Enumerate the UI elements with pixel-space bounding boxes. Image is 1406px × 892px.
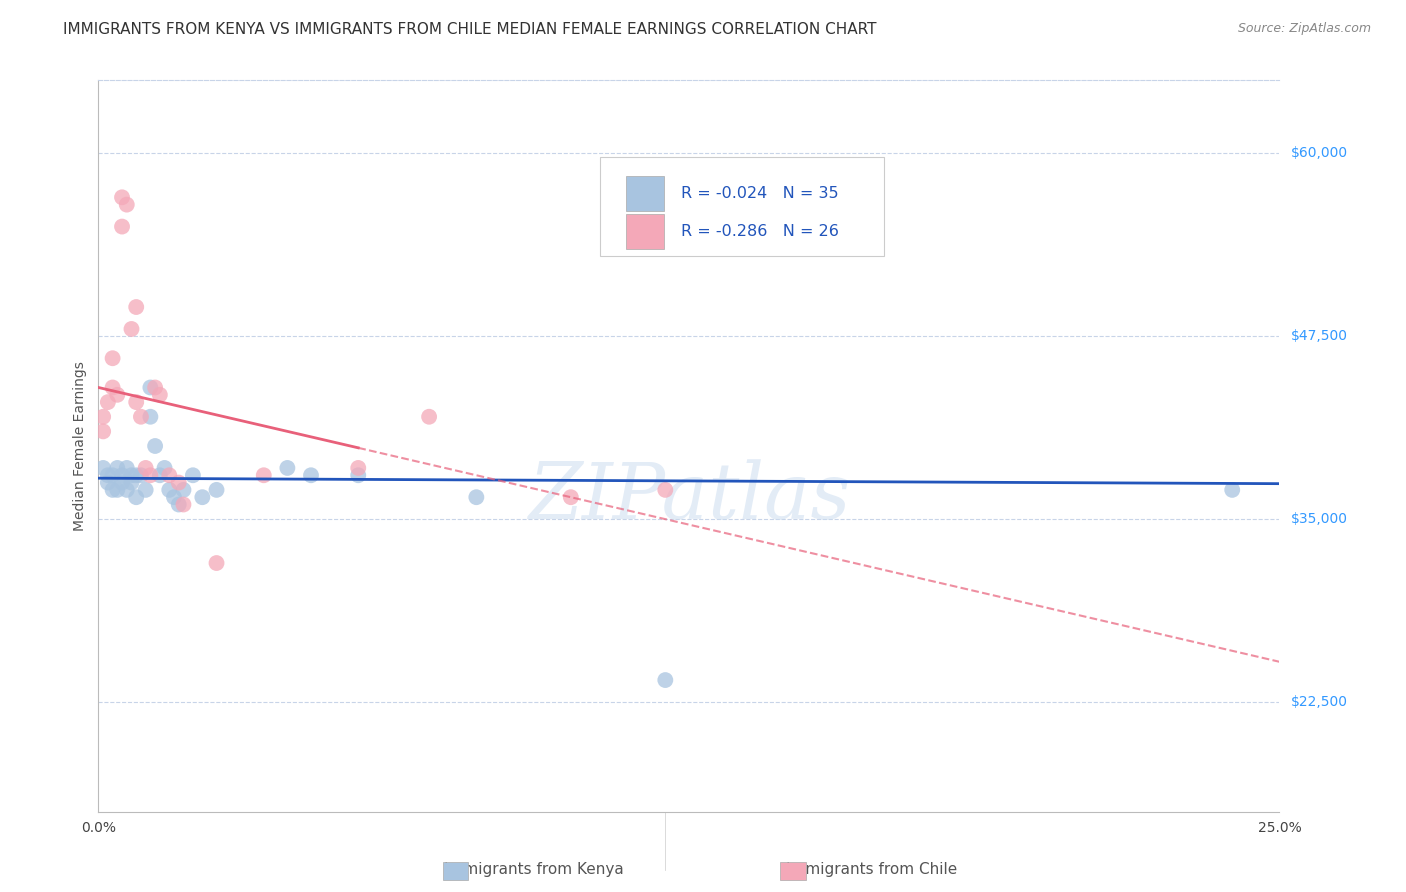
Text: ZIPatlas: ZIPatlas xyxy=(527,459,851,535)
Point xyxy=(167,498,190,512)
Point xyxy=(101,351,124,366)
Point xyxy=(181,468,204,483)
Point xyxy=(560,490,582,504)
Point xyxy=(347,468,370,483)
Point xyxy=(418,409,440,424)
Point xyxy=(347,461,370,475)
Point xyxy=(163,490,186,504)
Point xyxy=(121,322,143,336)
Point xyxy=(135,461,157,475)
Point xyxy=(172,483,194,497)
Point xyxy=(143,380,166,394)
Point xyxy=(125,490,148,504)
Text: Immigrants from Chile: Immigrants from Chile xyxy=(786,863,957,877)
Point xyxy=(149,388,172,402)
Point xyxy=(157,483,180,497)
Text: R = -0.024   N = 35: R = -0.024 N = 35 xyxy=(681,186,838,202)
Point xyxy=(125,395,148,409)
Point xyxy=(299,468,322,483)
Text: $60,000: $60,000 xyxy=(1291,146,1348,161)
Text: Source: ZipAtlas.com: Source: ZipAtlas.com xyxy=(1237,22,1371,36)
Point xyxy=(153,461,176,475)
Point xyxy=(91,461,114,475)
Point xyxy=(111,190,134,204)
Point xyxy=(101,380,124,394)
Point xyxy=(205,556,228,570)
Point xyxy=(111,475,134,490)
Text: $35,000: $35,000 xyxy=(1291,512,1347,526)
Point xyxy=(115,197,138,211)
Text: $47,500: $47,500 xyxy=(1291,329,1347,343)
Point xyxy=(97,468,120,483)
Point xyxy=(129,468,152,483)
Point xyxy=(143,439,166,453)
Point xyxy=(139,409,162,424)
Point xyxy=(101,468,124,483)
Point xyxy=(115,461,138,475)
Point xyxy=(97,475,120,490)
Point xyxy=(121,468,143,483)
Point xyxy=(172,498,194,512)
Point xyxy=(105,483,128,497)
Point xyxy=(149,468,172,483)
Point xyxy=(1220,483,1243,497)
Point xyxy=(654,483,676,497)
Point xyxy=(91,425,114,439)
Point xyxy=(111,219,134,234)
Point xyxy=(157,468,180,483)
Point xyxy=(97,395,120,409)
Text: IMMIGRANTS FROM KENYA VS IMMIGRANTS FROM CHILE MEDIAN FEMALE EARNINGS CORRELATIO: IMMIGRANTS FROM KENYA VS IMMIGRANTS FROM… xyxy=(63,22,877,37)
Point xyxy=(91,409,114,424)
Text: Immigrants from Kenya: Immigrants from Kenya xyxy=(444,863,624,877)
Point xyxy=(105,461,128,475)
Point xyxy=(139,468,162,483)
FancyBboxPatch shape xyxy=(626,214,664,249)
Point xyxy=(654,673,676,687)
Point xyxy=(139,380,162,394)
Point xyxy=(135,483,157,497)
FancyBboxPatch shape xyxy=(600,157,884,256)
Point xyxy=(191,490,214,504)
FancyBboxPatch shape xyxy=(626,177,664,211)
Point xyxy=(111,468,134,483)
Text: $22,500: $22,500 xyxy=(1291,695,1347,709)
Point xyxy=(101,483,124,497)
Point xyxy=(253,468,276,483)
Point xyxy=(105,388,128,402)
Point xyxy=(465,490,488,504)
Y-axis label: Median Female Earnings: Median Female Earnings xyxy=(73,361,87,531)
Point xyxy=(129,409,152,424)
Point xyxy=(125,300,148,314)
Point xyxy=(276,461,298,475)
Point xyxy=(205,483,228,497)
Point xyxy=(121,475,143,490)
Point xyxy=(167,475,190,490)
Text: R = -0.286   N = 26: R = -0.286 N = 26 xyxy=(681,224,838,239)
Point xyxy=(115,483,138,497)
Point xyxy=(125,468,148,483)
